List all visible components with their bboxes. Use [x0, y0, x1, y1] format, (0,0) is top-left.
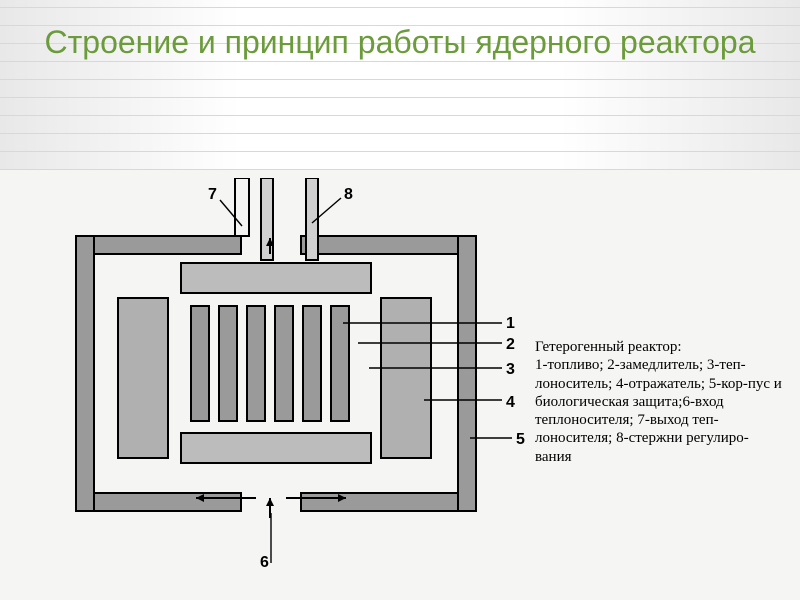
legend-heading: Гетерогенный реактор:	[535, 338, 785, 356]
reactor-diagram: 12345678	[46, 178, 516, 568]
label-n5: 5	[516, 431, 525, 449]
label-n1: 1	[506, 315, 515, 333]
reactor-svg	[46, 178, 516, 568]
page-title: Строение и принцип работы ядерного реакт…	[0, 24, 800, 61]
label-n6: 6	[260, 554, 269, 572]
label-n3: 3	[506, 361, 515, 379]
label-n7: 7	[208, 186, 217, 204]
legend-block: Гетерогенный реактор: 1-топливо; 2-замед…	[535, 338, 785, 466]
label-n2: 2	[506, 336, 515, 354]
label-n8: 8	[344, 186, 353, 204]
legend-body: 1-топливо; 2-замедлитель; 3-теп-лоносите…	[535, 356, 785, 466]
label-n4: 4	[506, 394, 515, 412]
